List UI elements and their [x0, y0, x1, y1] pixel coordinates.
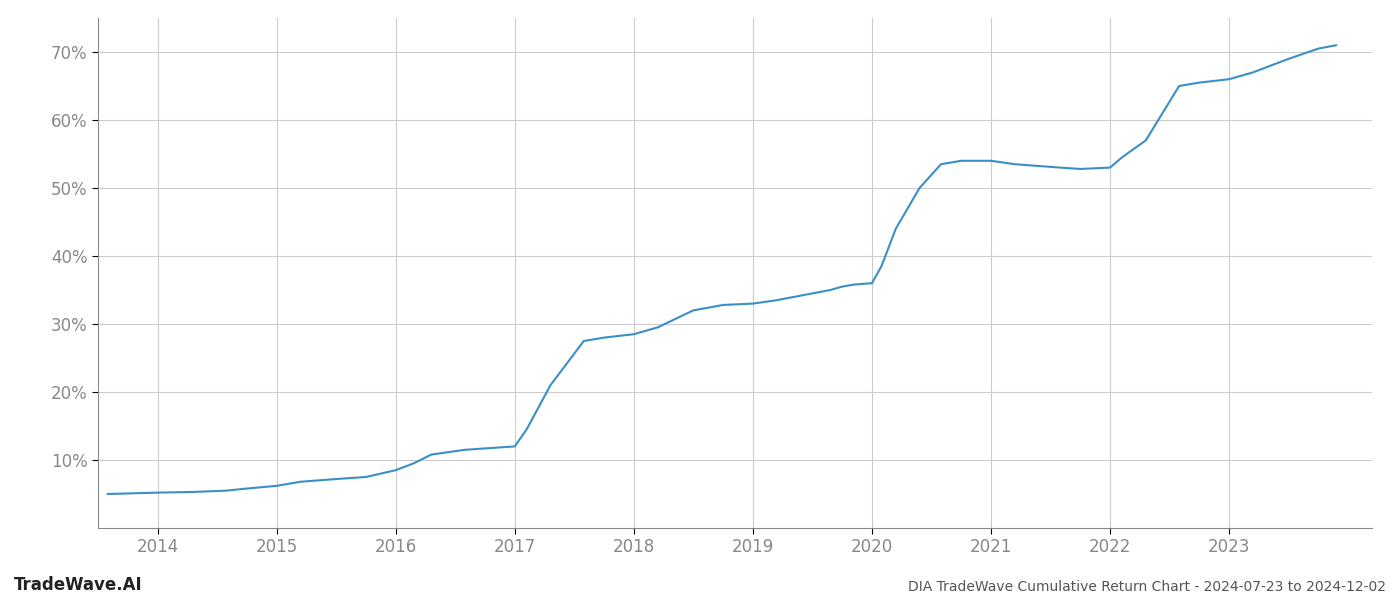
- Text: DIA TradeWave Cumulative Return Chart - 2024-07-23 to 2024-12-02: DIA TradeWave Cumulative Return Chart - …: [909, 580, 1386, 594]
- Text: TradeWave.AI: TradeWave.AI: [14, 576, 143, 594]
